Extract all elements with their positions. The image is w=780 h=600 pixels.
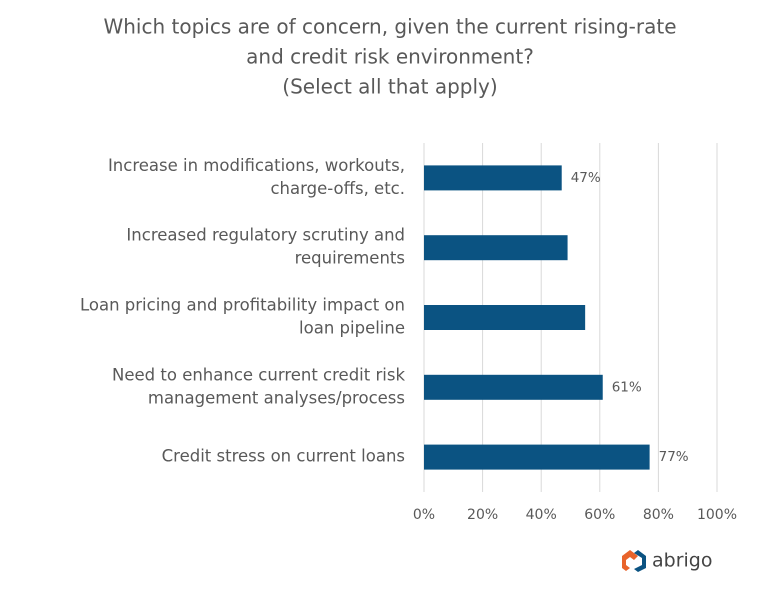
y-tick-label: management analyses/process xyxy=(148,388,405,407)
logo-text: abrigo xyxy=(652,550,712,572)
y-tick-label: Increased regulatory scrutiny and xyxy=(126,226,405,245)
value-label: 47% xyxy=(571,170,601,186)
chart-title: Which topics are of concern, given the c… xyxy=(103,15,676,39)
x-tick-label: 40% xyxy=(526,507,557,523)
y-tick-label: charge-offs, etc. xyxy=(270,179,405,198)
value-label: 61% xyxy=(612,379,642,395)
bar xyxy=(424,444,650,470)
y-tick-label: Increase in modifications, workouts, xyxy=(108,156,405,175)
y-tick-label: Credit stress on current loans xyxy=(162,447,405,466)
x-tick-label: 100% xyxy=(697,507,737,523)
logo: abrigo xyxy=(622,550,712,572)
x-tick-label: 20% xyxy=(467,507,498,523)
bar xyxy=(424,235,568,261)
y-tick-label: Loan pricing and profitability impact on xyxy=(80,296,405,315)
value-label: 77% xyxy=(659,449,689,465)
chart-title: and credit risk environment? xyxy=(246,45,534,69)
x-tick-label: 80% xyxy=(643,507,674,523)
chart-title: (Select all that apply) xyxy=(282,75,497,99)
logo-icon xyxy=(634,550,646,572)
bar xyxy=(424,374,603,400)
x-tick-label: 0% xyxy=(413,507,435,523)
y-tick-label: requirements xyxy=(295,249,405,268)
y-tick-label: Need to enhance current credit risk xyxy=(112,365,405,384)
bar xyxy=(424,165,562,191)
y-tick-label: loan pipeline xyxy=(299,319,405,338)
x-tick-label: 60% xyxy=(584,507,615,523)
logo-icon xyxy=(622,550,638,571)
bar xyxy=(424,305,586,330)
